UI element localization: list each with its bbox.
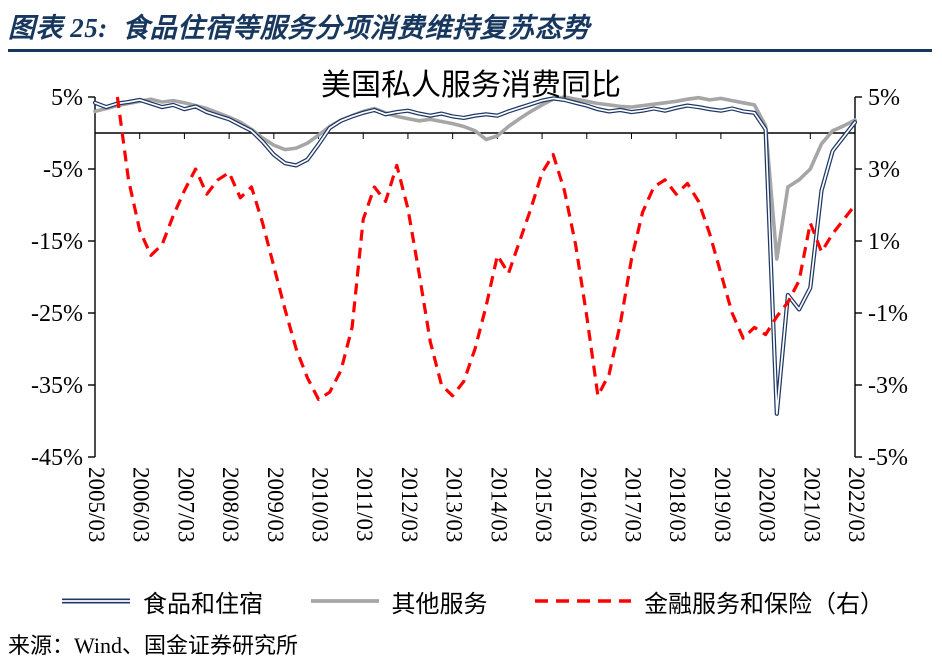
header-divider (8, 49, 932, 52)
svg-text:5%: 5% (868, 85, 900, 111)
series-lines (92, 95, 858, 416)
svg-text:2010/03: 2010/03 (308, 467, 333, 542)
svg-text:-1%: -1% (868, 301, 908, 327)
svg-text:2022/03: 2022/03 (844, 467, 869, 542)
chart-title: 美国私人服务消费同比 (321, 69, 621, 102)
axes (94, 97, 856, 457)
series-other-services-line (93, 95, 857, 261)
svg-text:2021/03: 2021/03 (799, 467, 824, 542)
chart-area: 美国私人服务消费同比 5% -5% -15% -25% -35% -45% 5% 3% 1% -1… (0, 52, 942, 582)
series-food-accommodation-line-core (94, 97, 856, 415)
other-services-line-swatch (310, 599, 379, 603)
series-food-accommodation-line (92, 96, 858, 416)
svg-text:2012/03: 2012/03 (397, 467, 422, 542)
chart-plot: 5%-5%-15%-25%-35%-45%5%3%1%-1%-3%-5%2005… (31, 85, 908, 542)
legend-label-other-services: 其他服务 (391, 591, 488, 618)
chart-legend: 食品和住宿 其他服务 金融服务和保险（右） (0, 584, 942, 619)
svg-text:2017/03: 2017/03 (620, 467, 645, 542)
legend-item-food-accommodation: 食品和住宿 (60, 584, 263, 619)
right-axis-labels: 5% 3% 1% -1% -3% -5% (855, 85, 908, 471)
left-axis-labels: 5% -5% -15% -25% -35% -45% (31, 85, 95, 471)
svg-text:-15%: -15% (31, 229, 83, 255)
svg-text:1%: 1% (868, 229, 900, 255)
svg-text:2014/03: 2014/03 (486, 467, 511, 542)
svg-text:2013/03: 2013/03 (442, 467, 467, 542)
food-accommodation-line-swatch (62, 598, 130, 604)
legend-label-financial-insurance: 金融服务和保险（右） (644, 591, 884, 618)
source-note: 来源：Wind、国金证券研究所 (8, 633, 298, 658)
svg-text:2007/03: 2007/03 (173, 467, 198, 542)
svg-text:-25%: -25% (31, 301, 83, 327)
svg-text:2015/03: 2015/03 (531, 467, 556, 542)
svg-text:2020/03: 2020/03 (755, 467, 780, 542)
svg-text:2006/03: 2006/03 (129, 467, 154, 542)
svg-text:3%: 3% (868, 157, 900, 183)
svg-text:-5%: -5% (868, 445, 908, 471)
legend-item-other-services: 其他服务 (309, 584, 488, 619)
legend-label-food-accommodation: 食品和住宿 (143, 591, 263, 618)
svg-text:5%: 5% (51, 85, 83, 111)
svg-text:2019/03: 2019/03 (710, 467, 735, 542)
series-financial-insurance-line (115, 96, 857, 401)
legend-item-financial-insurance: 金融服务和保险（右） (533, 584, 884, 619)
financial-insurance-line-swatch (535, 599, 631, 603)
svg-text:-3%: -3% (868, 373, 908, 399)
svg-text:2018/03: 2018/03 (665, 467, 690, 542)
svg-text:2005/03: 2005/03 (84, 467, 109, 542)
svg-text:2016/03: 2016/03 (576, 467, 601, 542)
svg-text:2011/03: 2011/03 (352, 467, 377, 542)
x-axis-labels: 2005/03 2006/03 2007/03 2008/03 2009/03 2010/… (84, 133, 869, 542)
figure-title: 图表 25: 食品住宿等服务分项消费维持复苏态势 (8, 13, 590, 43)
svg-text:2008/03: 2008/03 (218, 467, 243, 542)
svg-text:2009/03: 2009/03 (263, 467, 288, 542)
svg-text:-45%: -45% (31, 445, 83, 471)
svg-text:-35%: -35% (31, 373, 83, 399)
figure-header: 图表 25: 食品住宿等服务分项消费维持复苏态势 (0, 0, 942, 52)
svg-text:-5%: -5% (43, 157, 83, 183)
